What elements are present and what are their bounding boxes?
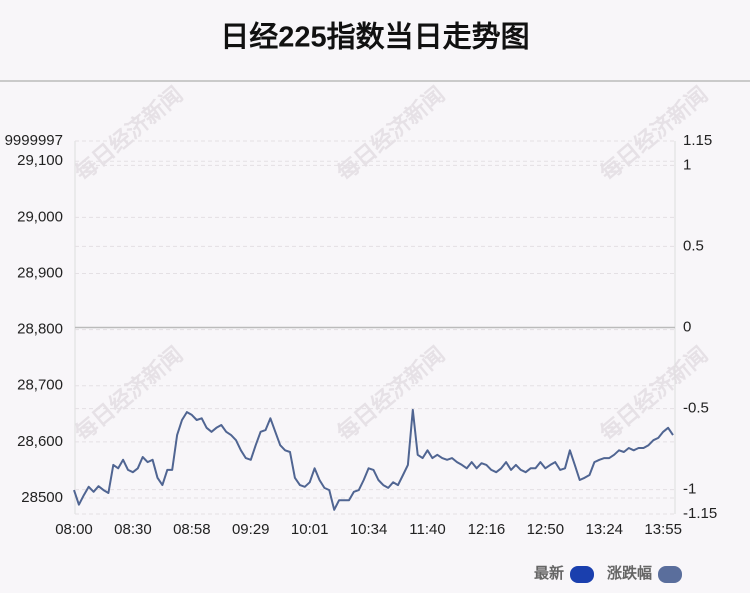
y-tick-label: 29,000 — [17, 208, 63, 225]
x-tick-label: 10:01 — [291, 521, 329, 538]
x-tick-label: 13:24 — [585, 521, 623, 538]
y-tick-label: 28,900 — [17, 264, 63, 281]
y2-tick-label: -1.15 — [683, 505, 717, 522]
y2-tick-label: -1 — [683, 481, 696, 498]
x-tick-label: 12:16 — [468, 521, 506, 538]
price-line — [73, 408, 674, 511]
x-tick-label: 08:58 — [173, 521, 211, 538]
legend-swatch — [570, 566, 594, 583]
y2-tick-label: 0.5 — [683, 237, 704, 254]
y-tick-label: 28,700 — [17, 377, 63, 394]
x-tick-label: 10:34 — [350, 521, 388, 538]
y-tick-label: 28,600 — [17, 433, 63, 450]
y-tick-label: 29,100 — [17, 152, 63, 169]
y-tick-label: 28500 — [21, 489, 63, 506]
x-tick-label: 13:55 — [644, 521, 682, 538]
y2-tick-label: -0.5 — [683, 400, 709, 417]
legend-label: 涨跌幅 — [607, 564, 652, 582]
y2-tick-label: 0 — [683, 318, 691, 335]
y2-tick-label: 1.15 — [683, 132, 712, 149]
legend-swatch — [658, 566, 682, 583]
legend-label: 最新 — [534, 564, 564, 582]
x-tick-label: 08:00 — [55, 521, 93, 538]
chart-title: 日经225指数当日走势图 — [220, 20, 529, 54]
y2-tick-label: 1 — [683, 156, 691, 173]
x-tick-label: 11:40 — [409, 521, 445, 538]
y-tick-label: 28,800 — [17, 321, 63, 338]
x-tick-label: 09:29 — [232, 521, 270, 538]
y-tick-label: 9999997 — [5, 132, 63, 149]
x-tick-label: 12:50 — [527, 521, 565, 538]
x-tick-label: 08:30 — [114, 521, 152, 538]
